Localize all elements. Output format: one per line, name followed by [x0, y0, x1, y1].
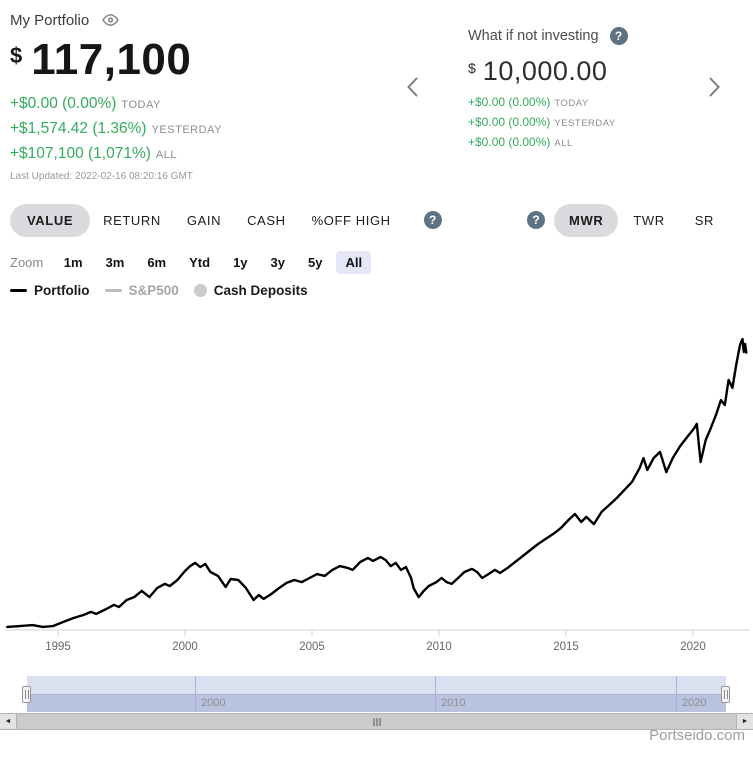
change-value: +$0.00 (0.00%): [468, 95, 551, 110]
watermark-link[interactable]: Portseido.com: [649, 727, 745, 744]
tab-twr[interactable]: TWR: [633, 212, 665, 228]
change-period-label: YESTERDAY: [151, 123, 222, 136]
legend-line-marker-icon: [10, 289, 27, 292]
x-axis-label: 2020: [680, 641, 706, 653]
change-row: +$1,574.42 (1.36%) YESTERDAY: [10, 117, 222, 142]
portfolio-title: My Portfolio: [10, 11, 90, 29]
currency-symbol: $: [10, 43, 23, 68]
zoom-option-6m[interactable]: 6m: [147, 255, 167, 270]
zoom-bar-label: Zoom: [10, 255, 44, 270]
scrollbar-right-arrow-button[interactable]: ►: [736, 714, 753, 729]
scrollbar-left-arrow-button[interactable]: ◄: [0, 714, 17, 729]
zoom-bar: Zoom 1m 3m 6m Ytd 1y 3y 5y All: [10, 251, 374, 274]
tab-gain[interactable]: GAIN: [186, 212, 222, 228]
scrollbar-grip-icon[interactable]: [373, 717, 380, 726]
x-axis-label: 2010: [426, 641, 452, 653]
help-icon[interactable]: ?: [423, 211, 442, 229]
range-navigator[interactable]: 2000 2010 2020: [22, 676, 730, 712]
legend-label: S&P500: [128, 283, 179, 298]
portfolio-value-number: 117,100: [31, 35, 192, 84]
next-panel-chevron-button[interactable]: [706, 74, 723, 103]
help-icon[interactable]: ?: [527, 211, 546, 229]
chart-scrollbar[interactable]: ◄ ►: [0, 713, 753, 730]
portfolio-value: $ 117,100: [10, 35, 222, 84]
legend-item-s-p500[interactable]: S&P500: [104, 283, 179, 298]
navigator-gridline: [676, 676, 677, 712]
change-row: +$0.00 (0.00%) TODAY: [468, 93, 628, 113]
change-row: +$107,100 (1,071%) ALL: [10, 142, 222, 167]
help-icon[interactable]: ?: [609, 27, 628, 45]
change-period-label: ALL: [554, 138, 573, 150]
prev-panel-chevron-button[interactable]: [404, 74, 421, 103]
metric-tabs-right: ? MWR TWR SR: [527, 203, 729, 237]
currency-symbol: $: [468, 60, 476, 76]
comparison-value-number: 10,000.00: [482, 56, 608, 86]
tab-mwr[interactable]: MWR: [554, 203, 619, 237]
navigator-axis-label: 2000: [201, 697, 226, 709]
navigator-mask-top: [27, 676, 726, 694]
tab--off-high[interactable]: %OFF HIGH: [311, 212, 391, 228]
legend-line-marker-icon: [104, 289, 122, 292]
zoom-option-1y[interactable]: 1y: [233, 255, 248, 270]
zoom-option-3m[interactable]: 3m: [105, 255, 125, 270]
x-axis-label: 2000: [172, 641, 198, 653]
change-value: +$0.00 (0.00%): [468, 115, 551, 130]
change-row: +$0.00 (0.00%) YESTERDAY: [468, 113, 628, 133]
x-axis-label: 2005: [299, 641, 325, 653]
chart-legend: Portfolio S&P500 Cash Deposits: [10, 283, 308, 298]
zoom-option-1m[interactable]: 1m: [63, 255, 83, 270]
legend-label: Cash Deposits: [213, 283, 308, 298]
legend-label: Portfolio: [34, 283, 90, 298]
change-period-label: TODAY: [121, 98, 161, 111]
visibility-eye-icon[interactable]: [101, 13, 120, 27]
zoom-option-ytd[interactable]: Ytd: [189, 255, 211, 270]
metric-tab-bar: VALUE RETURN GAIN CASH %OFF HIGH ? ? MWR TWR S…: [0, 202, 753, 238]
tab-value[interactable]: VALUE: [10, 203, 91, 237]
x-axis-label: 1995: [45, 641, 71, 653]
tab-sr[interactable]: SR: [694, 212, 714, 228]
tab-cash[interactable]: CASH: [247, 212, 286, 228]
zoom-option-5y[interactable]: 5y: [308, 255, 323, 270]
legend-item-portfolio[interactable]: Portfolio: [10, 283, 90, 298]
change-row: +$0.00 (0.00%) TODAY: [10, 92, 222, 117]
legend-circle-marker-icon: [193, 284, 207, 297]
comparison-summary: What if not investing ? $ 10,000.00 +$0.…: [468, 26, 628, 153]
legend-item-cash-deposits[interactable]: Cash Deposits: [193, 283, 308, 298]
change-period-label: TODAY: [554, 98, 589, 110]
navigator-axis-label: 2020: [682, 697, 707, 709]
portfolio-changes: +$0.00 (0.00%) TODAY +$1,574.42 (1.36%) YES…: [10, 92, 222, 167]
portfolio-value-chart[interactable]: 1995 2000 2005 2010 2015 2020: [0, 305, 753, 655]
zoom-option-3y[interactable]: 3y: [270, 255, 286, 270]
change-value: +$107,100 (1,071%): [10, 144, 151, 162]
comparison-changes: +$0.00 (0.00%) TODAY +$0.00 (0.00%) YESTERD…: [468, 93, 628, 153]
navigator-axis-label: 2010: [441, 697, 466, 709]
change-value: +$1,574.42 (1.36%): [10, 119, 147, 137]
change-row: +$0.00 (0.00%) ALL: [468, 133, 628, 153]
tab-return[interactable]: RETURN: [103, 212, 161, 228]
portfolio-summary: My Portfolio $ 117,100 +$0.00 (0.00%) TOD…: [10, 10, 222, 182]
x-axis-label: 2015: [553, 641, 579, 653]
chevron-left-icon: [407, 77, 418, 97]
navigator-right-handle[interactable]: [721, 686, 730, 703]
navigator-gridline: [195, 676, 196, 712]
comparison-title: What if not investing: [468, 28, 599, 44]
navigator-gridline: [435, 676, 436, 712]
change-period-label: ALL: [155, 148, 177, 161]
change-period-label: YESTERDAY: [554, 118, 616, 130]
navigator-left-handle[interactable]: [22, 686, 31, 703]
zoom-option-all[interactable]: All: [336, 251, 372, 274]
chevron-right-icon: [709, 77, 720, 97]
change-value: +$0.00 (0.00%): [10, 94, 117, 112]
change-value: +$0.00 (0.00%): [468, 135, 551, 150]
navigator-mask-bottom: [27, 694, 726, 712]
metric-tabs-left: VALUE RETURN GAIN CASH %OFF HIGH ?: [10, 203, 442, 237]
last-updated: Last Updated: 2022-02-16 08:20:16 GMT: [10, 170, 193, 182]
portfolio-series-line: [5, 337, 748, 629]
comparison-value: $ 10,000.00: [468, 56, 628, 86]
